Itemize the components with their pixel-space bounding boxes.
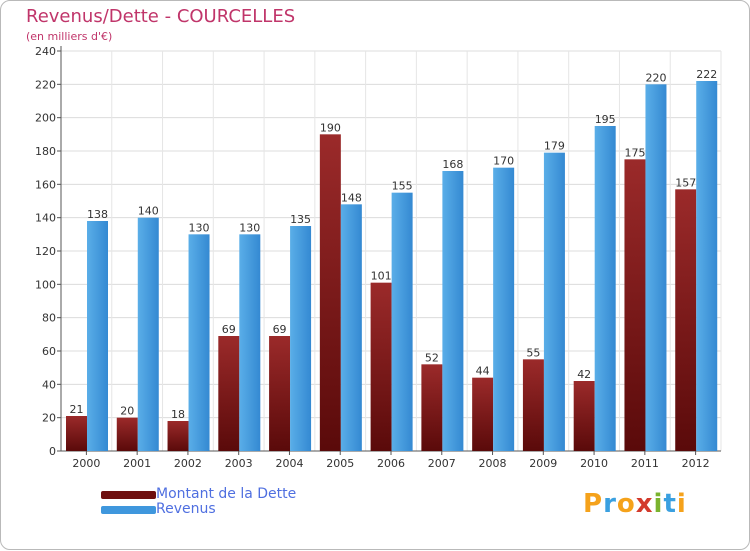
bar-debt (522, 359, 544, 451)
data-label-revenus: 220 (645, 71, 666, 84)
data-label-debt: 55 (526, 346, 540, 359)
x-tick-label: 2007 (428, 457, 456, 470)
data-label-revenus: 155 (392, 180, 413, 193)
data-label-debt: 101 (371, 270, 392, 283)
x-tick-label: 2012 (682, 457, 710, 470)
bar-revenus (239, 234, 261, 451)
bar-revenus (645, 84, 667, 451)
data-label-revenus: 130 (239, 221, 260, 234)
legend-item-debt: Montant de la Dette (101, 486, 361, 503)
bar-debt (472, 377, 494, 451)
legend-swatch-debt (101, 491, 156, 499)
logo-letter: o (616, 489, 636, 519)
bar-debt (675, 189, 697, 452)
y-tick-label: 160 (35, 178, 56, 191)
x-tick-label: 2006 (377, 457, 405, 470)
x-tick-label: 2011 (631, 457, 659, 470)
chart-subtitle: (en milliers d'€) (26, 30, 113, 43)
x-tick-label: 2009 (529, 457, 557, 470)
data-label-debt: 44 (476, 365, 490, 378)
x-tick-label: 2002 (174, 457, 202, 470)
bar-debt (624, 159, 646, 452)
bar-debt (573, 381, 595, 451)
logo-letter: i (653, 489, 664, 519)
y-tick-label: 180 (35, 145, 56, 158)
data-label-debt: 52 (425, 351, 439, 364)
chart-title: Revenus/Dette - COURCELLES (26, 6, 296, 27)
bar-revenus (340, 204, 362, 451)
x-tick-label: 2004 (275, 457, 303, 470)
data-label-debt: 42 (577, 368, 591, 381)
logo-letter: x (635, 489, 654, 519)
bar-debt (370, 282, 392, 451)
x-tick-label: 2001 (123, 457, 151, 470)
legend-label-revenus: Revenus (156, 501, 216, 517)
label-layer: 21 138 20 140 18 130 69 130 69 135 190 148 101 155 52 1… (70, 68, 718, 421)
y-tick-label: 120 (35, 245, 56, 258)
data-label-debt: 18 (171, 408, 185, 421)
data-label-debt: 69 (273, 323, 287, 336)
y-tick-label: 220 (35, 78, 56, 91)
y-tick-label: 200 (35, 112, 56, 125)
data-label-revenus: 179 (544, 140, 565, 153)
data-label-revenus: 148 (341, 191, 362, 204)
bar-layer (66, 81, 718, 452)
legend-label-debt: Montant de la Dette (156, 486, 297, 502)
x-tick-label: 2008 (479, 457, 507, 470)
data-label-debt: 190 (320, 121, 341, 134)
y-tick-label: 0 (49, 445, 56, 458)
proxiti-logo: Proxiti (583, 489, 687, 519)
logo-letter: r (603, 489, 617, 519)
data-label-revenus: 222 (696, 68, 717, 81)
bar-revenus (543, 152, 565, 451)
bar-revenus (391, 192, 413, 451)
bar-revenus (696, 81, 718, 451)
bar-revenus (87, 221, 108, 451)
data-label-debt: 175 (624, 146, 645, 159)
bar-revenus (594, 126, 616, 451)
bar-debt (319, 134, 341, 452)
bar-revenus (493, 167, 515, 451)
x-tick-label: 2003 (225, 457, 253, 470)
bar-revenus (290, 226, 312, 451)
bar-debt (218, 336, 240, 451)
bar-revenus (137, 217, 159, 451)
y-tick-label: 80 (42, 312, 56, 325)
y-tick-label: 240 (35, 45, 56, 58)
bar-debt (116, 417, 138, 451)
data-label-revenus: 195 (595, 113, 616, 126)
data-label-revenus: 168 (442, 158, 463, 171)
data-label-revenus: 130 (189, 221, 210, 234)
bar-revenus (188, 234, 210, 451)
data-label-debt: 20 (120, 405, 134, 418)
data-label-revenus: 170 (493, 155, 514, 168)
y-tick-label: 140 (35, 212, 56, 225)
bar-debt (269, 336, 291, 451)
legend-swatch-revenus (101, 506, 156, 514)
data-label-debt: 21 (70, 403, 84, 416)
logo-letter: P (583, 489, 604, 519)
y-tick-label: 20 (42, 412, 56, 425)
data-label-debt: 69 (222, 323, 236, 336)
bar-debt (421, 364, 443, 451)
y-tick-label: 100 (35, 278, 56, 291)
data-label-debt: 157 (675, 176, 696, 189)
logo-letter: i (676, 489, 687, 519)
bar-debt (167, 421, 189, 451)
bar-revenus (442, 171, 464, 451)
y-tick-label: 40 (42, 378, 56, 391)
y-tick-label: 60 (42, 345, 56, 358)
legend-item-revenus: Revenus (101, 501, 361, 518)
x-tick-label: 2000 (72, 457, 100, 470)
x-tick-label: 2010 (580, 457, 608, 470)
data-label-revenus: 138 (87, 208, 108, 221)
logo-letter: t (663, 489, 677, 519)
x-tick-label: 2005 (326, 457, 354, 470)
data-label-revenus: 140 (138, 205, 159, 218)
data-label-revenus: 135 (290, 213, 311, 226)
bar-debt (66, 416, 87, 451)
